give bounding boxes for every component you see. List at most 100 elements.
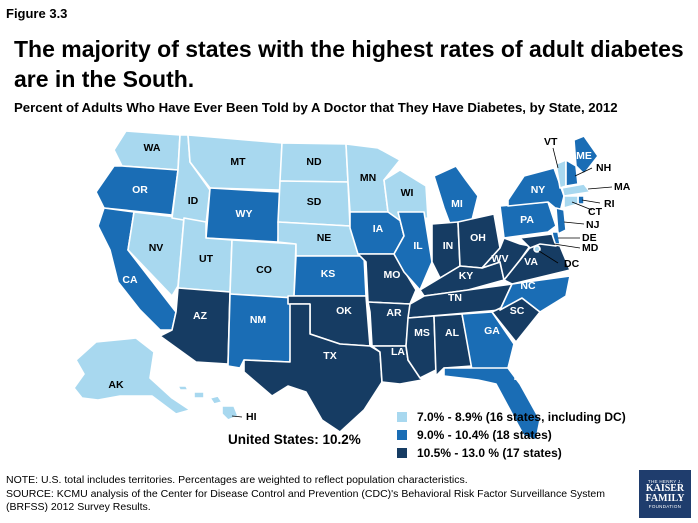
legend-item-light: 7.0% - 8.9% (16 states, including DC) — [396, 408, 626, 426]
label-ok: OK — [336, 305, 352, 317]
label-me: ME — [576, 150, 592, 162]
label-nc: NC — [520, 280, 536, 292]
logo-line2a: KAISER — [645, 483, 685, 494]
state-ga — [461, 311, 515, 371]
state-wi — [383, 169, 429, 223]
label-ms: MS — [414, 327, 430, 339]
label-mo: MO — [384, 269, 401, 281]
state-nj — [555, 207, 567, 235]
state-me — [573, 135, 599, 175]
leader-ct — [571, 201, 593, 211]
state-tx — [243, 303, 383, 433]
legend-swatch-light — [396, 411, 408, 423]
leader-nj — [563, 221, 585, 225]
state-mt — [187, 134, 283, 191]
label-mi: MI — [451, 198, 463, 210]
label-nd: ND — [306, 156, 322, 168]
state-hi — [177, 385, 239, 421]
legend-label-dark: 10.5% - 13.0 % (17 states) — [417, 446, 562, 460]
map-legend: 7.0% - 8.9% (16 states, including DC) 9.… — [396, 408, 626, 462]
label-nh: NH — [596, 162, 611, 174]
legend-item-dark: 10.5% - 13.0 % (17 states) — [396, 444, 626, 462]
label-id: ID — [188, 195, 199, 207]
leader-ri — [581, 199, 601, 204]
legend-label-medium: 9.0% - 10.4% (18 states) — [417, 428, 552, 442]
label-il: IL — [413, 240, 423, 252]
label-tn: TN — [448, 292, 462, 304]
label-fl: FL — [514, 371, 527, 383]
label-sd: SD — [307, 196, 322, 208]
label-co: CO — [256, 264, 272, 276]
label-ia: IA — [373, 223, 384, 235]
label-ri: RI — [604, 198, 615, 210]
label-in: IN — [443, 240, 454, 252]
label-dc: DC — [564, 258, 580, 270]
us-diabetes-map: WA OR CA NV ID MT WY UT CO AZ NM ND SD N… — [73, 130, 631, 441]
state-il — [393, 211, 433, 291]
label-ny: NY — [531, 184, 546, 196]
label-ar: AR — [386, 307, 402, 319]
label-ut: UT — [199, 253, 214, 265]
state-ma — [561, 183, 591, 197]
state-fl — [443, 367, 541, 441]
label-mn: MN — [360, 172, 376, 184]
state-ak — [73, 337, 191, 415]
label-va: VA — [524, 256, 538, 268]
note-text: NOTE: U.S. total includes territories. P… — [6, 474, 468, 486]
label-ct: CT — [588, 206, 603, 218]
state-al — [433, 313, 473, 377]
leader-md — [553, 243, 581, 249]
label-nj: NJ — [586, 219, 600, 231]
label-nv: NV — [149, 242, 164, 254]
label-ne: NE — [317, 232, 332, 244]
label-mt: MT — [230, 156, 246, 168]
figure-label: Figure 3.3 — [6, 6, 68, 21]
state-nh — [565, 159, 579, 187]
label-ca: CA — [122, 274, 138, 286]
us-total: United States: 10.2% — [228, 432, 361, 447]
label-or: OR — [132, 184, 148, 196]
label-al: AL — [445, 327, 460, 339]
page-title: The majority of states with the highest … — [14, 36, 684, 92]
label-md: MD — [582, 242, 599, 254]
state-ct — [563, 195, 579, 209]
label-ks: KS — [321, 268, 336, 280]
label-tx: TX — [323, 350, 336, 362]
label-sc: SC — [510, 305, 525, 317]
footnote: NOTE: U.S. total includes territories. P… — [6, 474, 606, 515]
map-subtitle: Percent of Adults Who Have Ever Been Tol… — [14, 100, 618, 115]
label-vt: VT — [544, 136, 558, 148]
label-wv: WV — [492, 253, 509, 265]
leader-hi — [231, 415, 243, 418]
legend-item-medium: 9.0% - 10.4% (18 states) — [396, 426, 626, 444]
label-wy: WY — [236, 208, 253, 220]
leader-nh — [574, 167, 593, 177]
state-nm — [227, 293, 295, 369]
kff-logo: THE HENRY J. KAISER FAMILY FOUNDATION — [639, 470, 691, 518]
legend-swatch-medium — [396, 429, 408, 441]
legend-label-light: 7.0% - 8.9% (16 states, including DC) — [417, 410, 626, 424]
logo-line3: FOUNDATION — [648, 504, 682, 509]
label-la: LA — [391, 346, 405, 358]
state-md — [519, 233, 557, 249]
label-ak: AK — [108, 379, 124, 391]
leader-ma — [587, 186, 613, 190]
label-ma: MA — [614, 181, 631, 193]
leader-dc — [538, 250, 559, 264]
state-mi — [433, 165, 479, 225]
state-ny — [507, 167, 565, 213]
legend-swatch-dark — [396, 447, 408, 459]
source-text: SOURCE: KCMU analysis of the Center for … — [6, 487, 605, 514]
label-wi: WI — [401, 187, 414, 199]
label-de: DE — [582, 232, 597, 244]
label-ky: KY — [459, 270, 474, 282]
label-nm: NM — [250, 314, 267, 326]
label-az: AZ — [193, 310, 208, 322]
logo-line1: THE HENRY J. — [647, 479, 683, 484]
label-ga: GA — [484, 325, 500, 337]
label-oh: OH — [470, 232, 486, 244]
leader-vt — [552, 147, 559, 169]
state-dc — [533, 245, 541, 253]
label-wa: WA — [144, 142, 161, 154]
label-pa: PA — [520, 214, 534, 226]
